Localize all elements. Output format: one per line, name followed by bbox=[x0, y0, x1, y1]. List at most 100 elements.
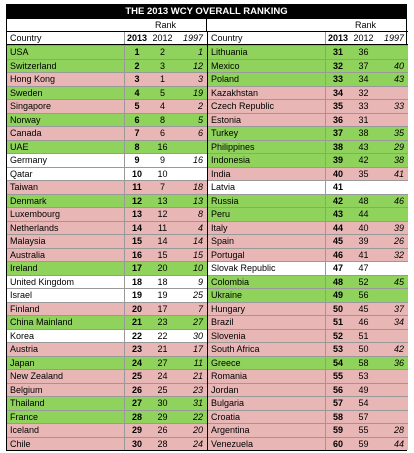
rank-2013-cell: 44 bbox=[325, 221, 350, 234]
rank-2013-cell: 11 bbox=[124, 181, 149, 194]
rank-2013-cell: 18 bbox=[124, 275, 149, 288]
table-row: Indonesia 39 42 38 bbox=[208, 153, 408, 167]
rank-2012-cell: 57 bbox=[358, 411, 369, 422]
rank-2012-cell: 33 bbox=[358, 101, 369, 111]
table-row: United Kingdom 18 18 9 bbox=[7, 274, 207, 288]
rank-2013-cell: 56 bbox=[325, 383, 350, 396]
table-row: Canada 7 6 6 bbox=[7, 126, 207, 140]
rank-1997-cell bbox=[377, 411, 408, 424]
country-cell: New Zealand bbox=[10, 371, 64, 381]
table-row: Venezuela 60 59 44 bbox=[208, 436, 408, 450]
rank-2012-cell: 51 bbox=[358, 330, 369, 341]
rank-2012-cell: 59 bbox=[358, 438, 369, 449]
rank-2013-cell: 24 bbox=[124, 356, 149, 369]
country-cell: United Kingdom bbox=[10, 276, 75, 287]
rank-2013-cell: 30 bbox=[124, 437, 149, 450]
rank-2013-cell: 20 bbox=[124, 302, 149, 315]
country-cell: Venezuela bbox=[211, 438, 254, 449]
country-cell: UAE bbox=[10, 141, 29, 152]
table-title: THE 2013 WCY OVERALL RANKING bbox=[6, 4, 407, 19]
rank-2012-cell: 52 bbox=[358, 276, 369, 287]
rank-1997-cell bbox=[377, 289, 408, 302]
rank-2012-cell: 39 bbox=[358, 236, 369, 246]
rank-2012-cell: 30 bbox=[157, 398, 168, 408]
table-row: USA 1 2 1 bbox=[7, 45, 207, 59]
rank-1997-cell bbox=[176, 141, 207, 154]
rank-1997-cell bbox=[377, 384, 408, 397]
rank-2013-cell: 13 bbox=[124, 208, 149, 221]
rank-2013-cell: 37 bbox=[325, 127, 350, 140]
rank-2013-cell: 36 bbox=[325, 113, 350, 126]
rank-2012-cell: 2 bbox=[159, 47, 165, 57]
rank-2013-cell: 27 bbox=[124, 397, 149, 410]
country-cell: Croatia bbox=[211, 411, 241, 422]
rank-2012-cell: 50 bbox=[358, 344, 369, 354]
rank-2012-cell: 28 bbox=[157, 438, 168, 449]
rank-2013-cell: 9 bbox=[124, 154, 149, 167]
rank-1997-cell: 33 bbox=[393, 101, 404, 111]
country-header: Country bbox=[10, 33, 42, 43]
table-row: France 28 29 22 bbox=[7, 409, 207, 423]
rank-1997-cell: 1 bbox=[197, 47, 203, 57]
country-cell: Estonia bbox=[211, 114, 242, 125]
rank-2012-cell: 49 bbox=[358, 384, 369, 395]
rank-2012-cell: 29 bbox=[157, 411, 168, 422]
rank-2012-cell: 18 bbox=[157, 276, 168, 287]
country-cell: Latvia bbox=[211, 182, 236, 192]
rank-2012-cell: 42 bbox=[358, 155, 369, 165]
rank-1997-cell bbox=[377, 262, 408, 275]
table-row: Sweden 4 5 19 bbox=[7, 85, 207, 99]
rank-2012-cell: 58 bbox=[358, 357, 369, 368]
rank-2013-cell: 47 bbox=[325, 262, 350, 275]
table-row: Mexico 32 37 40 bbox=[208, 58, 408, 72]
rank-1997-cell: 3 bbox=[197, 74, 203, 84]
rank-1997-cell: 38 bbox=[393, 155, 404, 165]
country-cell: Romania bbox=[211, 371, 248, 381]
rank-2013-cell: 59 bbox=[325, 424, 350, 437]
rank-2012-cell: 54 bbox=[358, 398, 369, 408]
rank-1997-cell: 37 bbox=[393, 303, 404, 314]
table-row: Chile 30 28 24 bbox=[7, 436, 207, 450]
country-cell: Bulgaria bbox=[211, 398, 245, 408]
rank-1997-cell: 18 bbox=[192, 182, 203, 192]
table-row: Colombia 48 52 45 bbox=[208, 274, 408, 288]
table-row: Brazil 51 46 34 bbox=[208, 315, 408, 329]
rank-2013-cell: 48 bbox=[325, 275, 350, 288]
rank-2013-cell: 45 bbox=[325, 235, 350, 248]
rank-1997-cell: 32 bbox=[393, 249, 404, 260]
rank-2013-cell: 26 bbox=[124, 383, 149, 396]
country-cell: Germany bbox=[10, 155, 48, 165]
rank-2012-cell: 8 bbox=[159, 114, 165, 125]
rank-1997-cell: 45 bbox=[393, 276, 404, 287]
rank-2013-cell: 3 bbox=[124, 73, 149, 86]
rank-1997-cell: 16 bbox=[192, 155, 203, 165]
rank-2012-cell: 15 bbox=[157, 249, 168, 260]
table-row: Greece 54 58 36 bbox=[208, 355, 408, 369]
table-row: Qatar 10 10 bbox=[7, 166, 207, 180]
country-cell: Qatar bbox=[10, 168, 33, 179]
rank-2013-cell: 53 bbox=[325, 343, 350, 356]
country-cell: Austria bbox=[10, 344, 39, 354]
year-2012-header: 2012 bbox=[353, 33, 374, 43]
rank-2012-cell: 46 bbox=[358, 317, 369, 327]
country-cell: Belgium bbox=[10, 384, 43, 395]
table-row: Korea 22 22 30 bbox=[7, 328, 207, 342]
table-row: Norway 6 8 5 bbox=[7, 112, 207, 126]
rank-1997-cell: 21 bbox=[192, 371, 203, 381]
rank-header-row: Rank Rank bbox=[6, 19, 407, 31]
rank-2013-cell: 60 bbox=[325, 437, 350, 450]
year-1997-header: 1997 bbox=[383, 33, 404, 43]
country-cell: Mexico bbox=[211, 60, 240, 71]
rank-2013-cell: 35 bbox=[325, 100, 350, 113]
rank-1997-cell: 35 bbox=[393, 128, 404, 138]
table-row: South Africa 53 50 42 bbox=[208, 342, 408, 356]
rank-2013-cell: 54 bbox=[325, 356, 350, 369]
table-row: Argentina 59 55 28 bbox=[208, 423, 408, 437]
rank-1997-cell: 39 bbox=[393, 222, 404, 233]
table-row: Thailand 27 30 31 bbox=[7, 396, 207, 410]
rank-2012-cell: 10 bbox=[157, 168, 168, 179]
rank-2013-cell: 28 bbox=[124, 410, 149, 423]
column-header-row: Country 2013 2012 1997 bbox=[208, 31, 408, 45]
country-cell: Luxembourg bbox=[10, 209, 61, 219]
table-row: Turkey 37 38 35 bbox=[208, 126, 408, 140]
